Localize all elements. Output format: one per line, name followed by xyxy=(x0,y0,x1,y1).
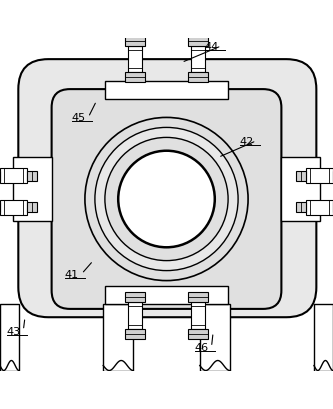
Bar xyxy=(125,73,145,83)
Bar xyxy=(125,292,145,303)
Bar xyxy=(188,329,208,339)
Bar xyxy=(296,203,306,213)
Bar xyxy=(306,169,333,184)
Text: 45: 45 xyxy=(72,113,86,123)
Bar xyxy=(0,304,19,371)
FancyBboxPatch shape xyxy=(52,90,281,309)
Text: 46: 46 xyxy=(195,342,209,352)
Bar xyxy=(200,304,230,371)
Bar xyxy=(0,200,27,215)
Text: 42: 42 xyxy=(240,136,254,146)
Bar xyxy=(306,200,333,215)
Bar xyxy=(105,286,228,304)
Bar xyxy=(314,304,333,371)
Circle shape xyxy=(118,151,215,248)
Bar xyxy=(128,303,142,329)
Bar xyxy=(188,37,208,47)
Text: 43: 43 xyxy=(7,326,21,336)
Bar xyxy=(296,171,306,181)
Text: 44: 44 xyxy=(205,42,219,52)
Bar xyxy=(281,158,320,221)
Bar xyxy=(188,292,208,303)
Bar xyxy=(125,329,145,339)
Bar xyxy=(0,169,27,184)
Bar xyxy=(191,47,205,73)
Bar xyxy=(27,203,37,213)
Bar xyxy=(105,81,228,100)
Bar xyxy=(125,37,145,47)
Bar xyxy=(188,73,208,83)
Bar xyxy=(13,158,52,221)
Bar xyxy=(27,171,37,181)
Text: 41: 41 xyxy=(65,269,79,279)
Circle shape xyxy=(95,128,238,271)
Bar xyxy=(128,47,142,73)
Bar xyxy=(103,304,133,371)
Bar xyxy=(191,303,205,329)
Circle shape xyxy=(85,118,248,281)
Circle shape xyxy=(105,138,228,261)
FancyBboxPatch shape xyxy=(18,60,316,317)
